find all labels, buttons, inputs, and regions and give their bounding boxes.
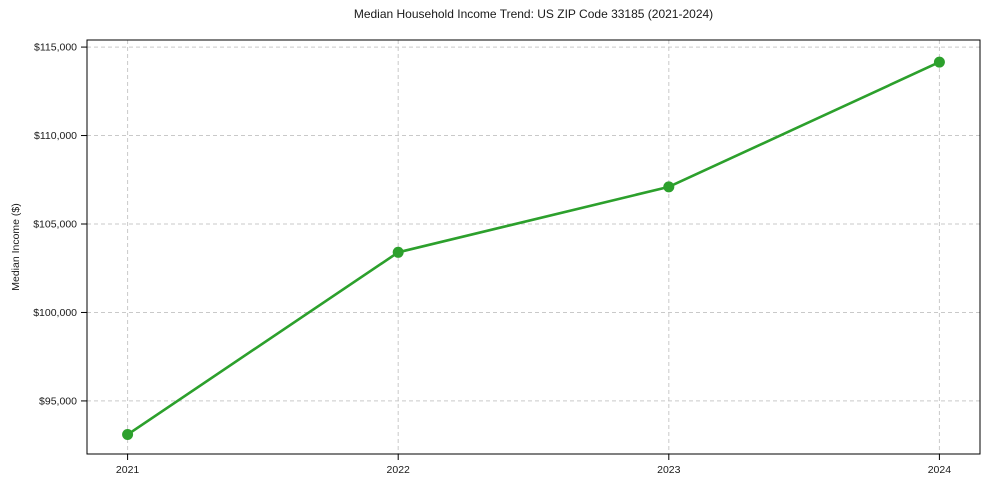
x-tick-label: 2022 [387, 464, 411, 476]
y-tick-label: $100,000 [33, 307, 77, 319]
data-point [122, 429, 134, 441]
chart-title: Median Household Income Trend: US ZIP Co… [353, 7, 714, 21]
data-point [933, 56, 945, 68]
y-tick-label: $115,000 [34, 42, 77, 54]
y-tick-label: $105,000 [33, 219, 77, 231]
x-tick-label: 2021 [116, 464, 140, 476]
y-tick-label: $95,000 [39, 395, 77, 407]
data-point [392, 246, 404, 258]
x-tick-label: 2024 [928, 464, 952, 476]
plot-frame [86, 39, 981, 455]
trend-line [126, 60, 941, 436]
y-tick-label: $110,000 [34, 130, 77, 142]
data-point [663, 181, 675, 193]
x-tick-label: 2023 [657, 464, 681, 476]
